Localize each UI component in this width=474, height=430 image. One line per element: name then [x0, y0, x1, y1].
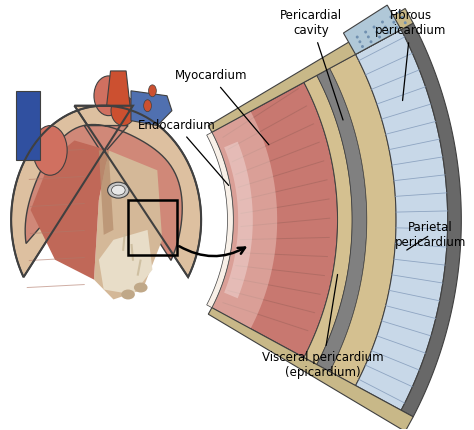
- Circle shape: [356, 36, 359, 39]
- Polygon shape: [207, 132, 233, 307]
- Ellipse shape: [121, 289, 135, 299]
- Polygon shape: [344, 5, 401, 54]
- Circle shape: [373, 25, 375, 28]
- Circle shape: [367, 35, 370, 38]
- Circle shape: [378, 36, 381, 39]
- Text: Endocardium: Endocardium: [138, 119, 228, 185]
- Text: Fibrous
pericardium: Fibrous pericardium: [375, 9, 447, 101]
- Circle shape: [358, 40, 361, 43]
- Polygon shape: [99, 150, 113, 235]
- Circle shape: [392, 21, 395, 24]
- Ellipse shape: [144, 100, 152, 112]
- Polygon shape: [31, 141, 109, 280]
- Circle shape: [364, 31, 367, 34]
- Polygon shape: [11, 106, 201, 277]
- Ellipse shape: [94, 76, 123, 116]
- Circle shape: [395, 26, 398, 29]
- Polygon shape: [356, 30, 447, 410]
- Polygon shape: [401, 23, 461, 417]
- Polygon shape: [208, 307, 413, 430]
- Circle shape: [370, 40, 373, 43]
- Text: Parietal
pericardium: Parietal pericardium: [394, 221, 466, 250]
- Polygon shape: [212, 111, 277, 329]
- Circle shape: [384, 26, 387, 29]
- Polygon shape: [304, 75, 352, 365]
- Polygon shape: [25, 125, 182, 261]
- Ellipse shape: [111, 96, 136, 126]
- Polygon shape: [330, 54, 396, 386]
- Polygon shape: [317, 68, 367, 372]
- Ellipse shape: [134, 283, 147, 292]
- Polygon shape: [16, 91, 40, 160]
- Ellipse shape: [33, 126, 67, 175]
- Ellipse shape: [148, 85, 156, 97]
- Bar: [128, 200, 177, 255]
- Circle shape: [381, 21, 384, 24]
- Polygon shape: [224, 141, 253, 298]
- Circle shape: [404, 21, 407, 24]
- Polygon shape: [208, 9, 413, 132]
- Ellipse shape: [108, 182, 129, 198]
- Ellipse shape: [111, 185, 125, 195]
- Circle shape: [375, 31, 378, 34]
- Text: Pericardial
cavity: Pericardial cavity: [280, 9, 343, 120]
- Circle shape: [398, 10, 401, 13]
- Circle shape: [390, 15, 392, 18]
- Polygon shape: [94, 150, 162, 299]
- Text: Myocardium: Myocardium: [174, 69, 269, 145]
- Polygon shape: [99, 230, 153, 295]
- Polygon shape: [212, 83, 337, 358]
- Circle shape: [401, 16, 404, 19]
- Polygon shape: [131, 91, 172, 126]
- Polygon shape: [107, 71, 130, 106]
- Circle shape: [387, 31, 390, 34]
- Text: Visceral pericardium
(epicardium): Visceral pericardium (epicardium): [262, 274, 384, 379]
- Circle shape: [361, 45, 364, 48]
